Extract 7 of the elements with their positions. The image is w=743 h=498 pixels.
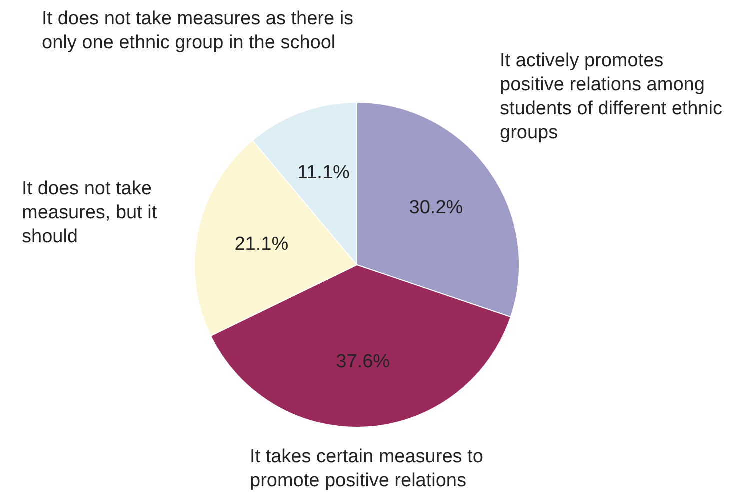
data-label: 11.1%	[297, 162, 350, 184]
data-label: 21.1%	[234, 234, 289, 255]
data-label: 30.2%	[409, 197, 464, 218]
slice-label: It does not take measures as there is only one ethnic group in the school	[42, 8, 354, 54]
slice-label: It actively promotes positive relations among students of different ethnic groups	[500, 50, 723, 144]
slice-label: It does not take measures, but it should	[22, 178, 158, 248]
data-label: 37.6%	[336, 352, 390, 373]
